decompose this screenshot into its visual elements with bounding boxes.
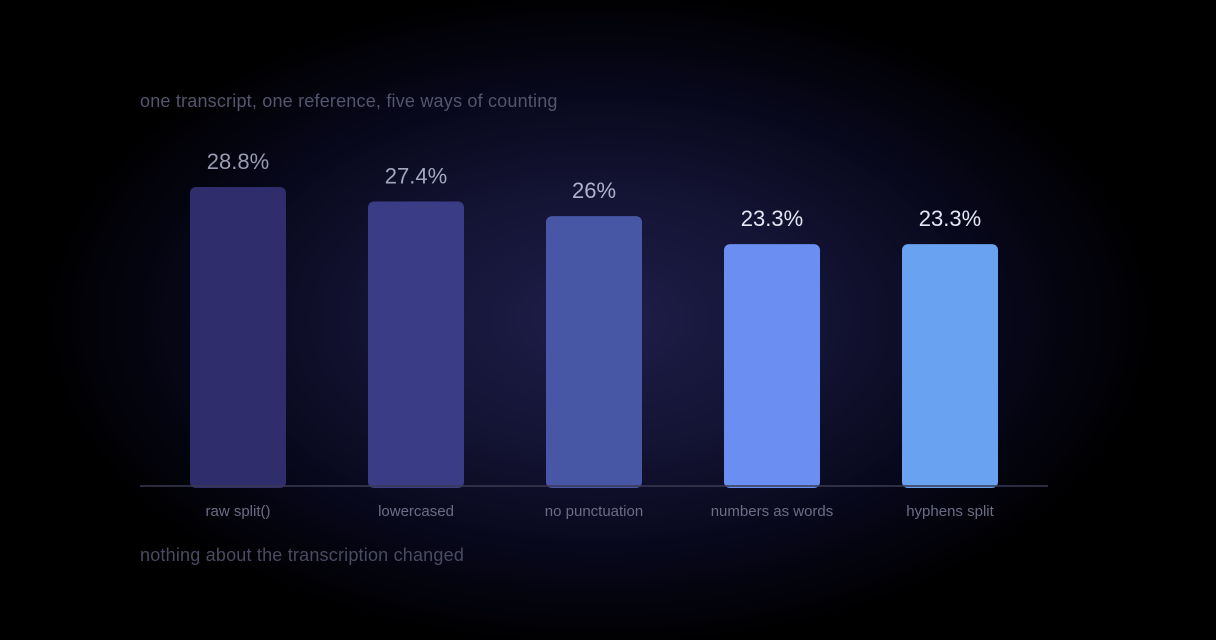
bar-0 [190,187,286,488]
bar-value-label-2: 26% [572,178,616,203]
x-tick-label-1: lowercased [378,503,454,520]
chart-subtitle: one transcript, one reference, five ways… [140,91,558,111]
bar-1 [368,201,464,488]
chart-caption: nothing about the transcription changed [140,545,465,565]
bar-value-label-3: 23.3% [741,206,803,231]
bar-2 [546,216,642,488]
bar-value-label-1: 27.4% [385,164,447,189]
x-tick-label-3: numbers as words [711,503,834,520]
bar-3 [724,244,820,488]
x-tick-label-4: hyphens split [906,503,994,520]
x-tick-label-2: no punctuation [545,503,643,520]
x-tick-label-0: raw split() [205,503,270,520]
bar-4 [902,244,998,488]
bar-value-label-0: 28.8% [207,149,269,174]
bar-value-label-4: 23.3% [919,206,981,231]
